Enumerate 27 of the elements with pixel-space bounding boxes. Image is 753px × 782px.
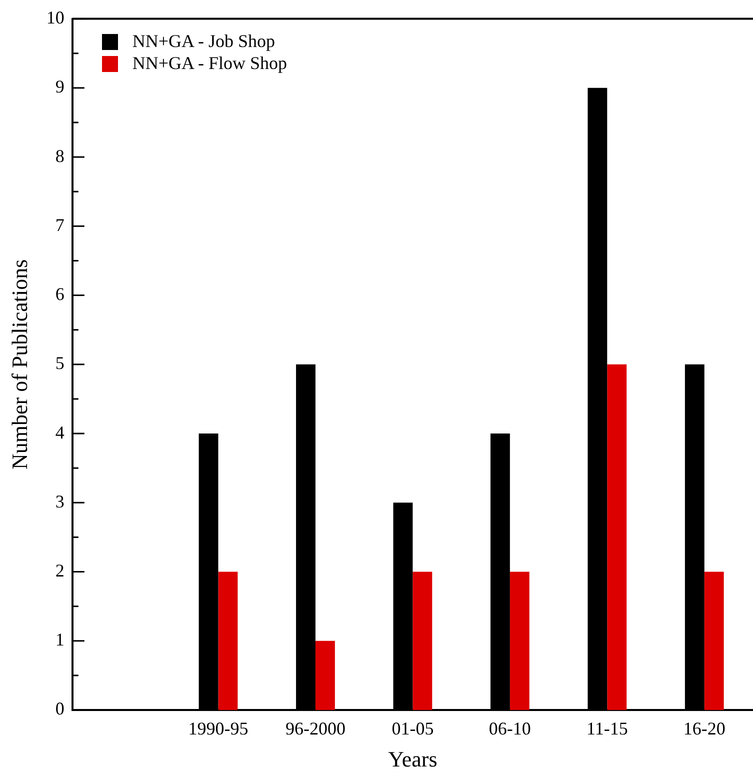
x-tick-label: 1990-95 [188, 718, 248, 739]
y-tick-label: 6 [55, 284, 64, 304]
y-tick-label: 3 [55, 491, 64, 512]
y-tick-label: 2 [55, 560, 64, 580]
y-tick-label: 1 [55, 630, 64, 650]
y-tick-label: 9 [55, 76, 64, 97]
y-tick-label: 8 [55, 146, 64, 166]
x-tick-label: 01-05 [392, 718, 434, 739]
bar [704, 572, 724, 710]
x-tick-label: 11-15 [586, 718, 628, 739]
legend-label: NN+GA - Job Shop [132, 31, 276, 52]
bar [510, 572, 530, 710]
y-tick-label: 7 [55, 214, 64, 235]
x-tick-label: 96-2000 [285, 718, 346, 739]
y-tick-label: 5 [55, 353, 64, 374]
x-axis-title: Years [388, 746, 438, 772]
y-tick-label: 4 [55, 422, 64, 442]
bar [218, 572, 238, 710]
y-axis-title: Number of Publications [6, 259, 32, 470]
x-tick-label: 16-20 [683, 718, 726, 739]
bar [412, 572, 432, 710]
bar [607, 364, 627, 710]
y-tick-label: 0 [55, 698, 64, 719]
legend-label: NN+GA - Flow Shop [132, 53, 288, 74]
bar [315, 640, 335, 710]
y-tick-label: 10 [46, 8, 64, 28]
x-tick-label: 06-10 [488, 718, 531, 739]
